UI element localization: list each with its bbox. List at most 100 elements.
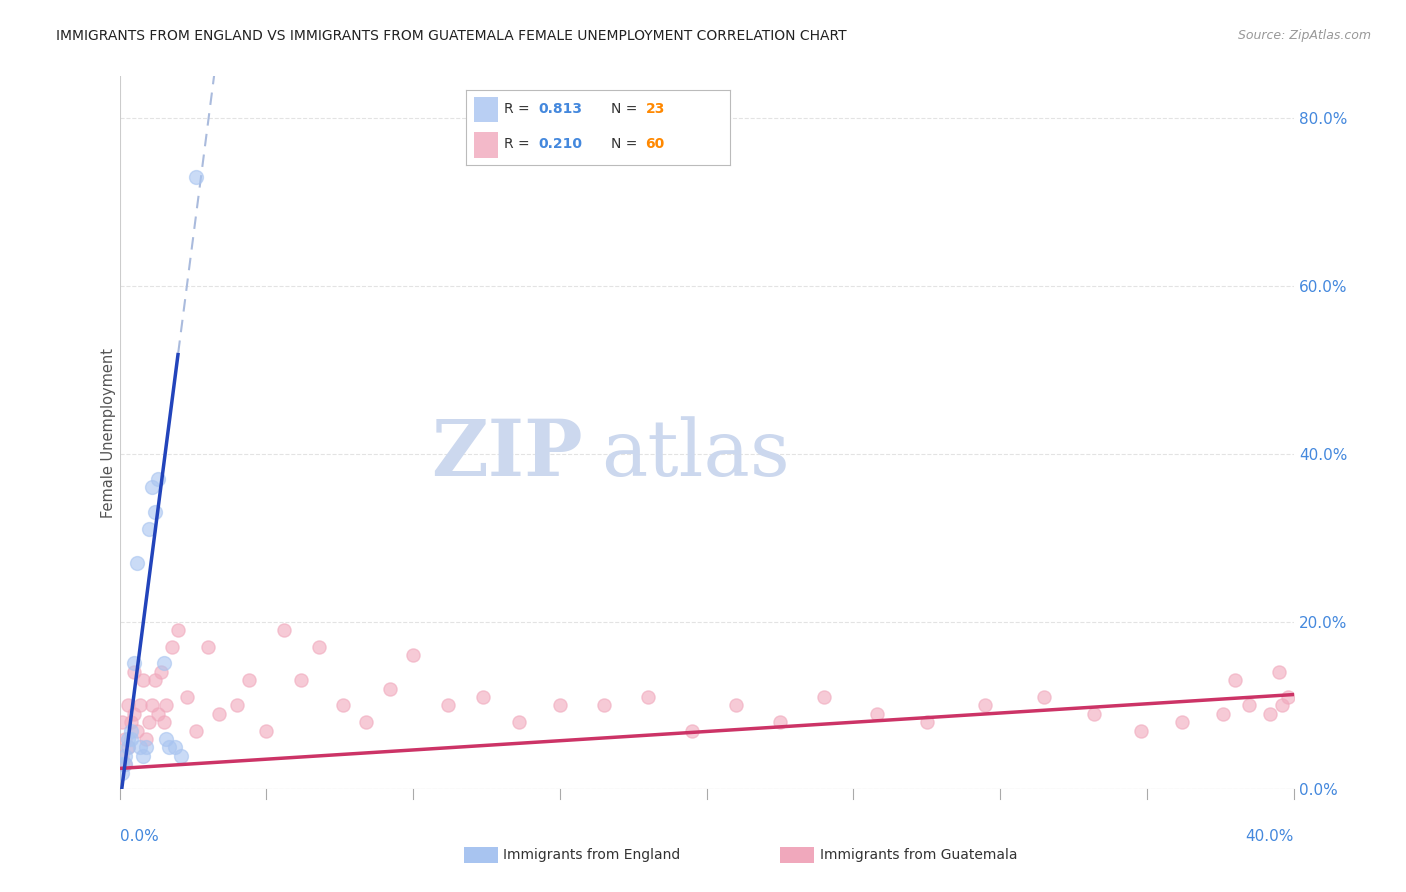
Point: [138, 522, 160, 536]
Point: [332, 698, 354, 713]
Text: IMMIGRANTS FROM ENGLAND VS IMMIGRANTS FROM GUATEMALA FEMALE UNEMPLOYMENT CORRELA: IMMIGRANTS FROM ENGLAND VS IMMIGRANTS FR…: [56, 29, 846, 43]
Point: [117, 740, 139, 755]
Point: [111, 715, 134, 730]
Text: 60: 60: [645, 136, 665, 151]
Point: [273, 623, 295, 637]
Point: [117, 740, 139, 755]
Point: [290, 673, 312, 688]
Point: [184, 723, 207, 738]
Point: [866, 706, 889, 721]
Point: [197, 640, 219, 654]
Text: 0.813: 0.813: [538, 103, 582, 116]
Point: [1129, 723, 1152, 738]
Text: Immigrants from England: Immigrants from England: [503, 848, 681, 863]
Point: [122, 665, 145, 679]
Bar: [474, 97, 498, 122]
Point: [146, 706, 169, 721]
Point: [143, 505, 166, 519]
Point: [129, 740, 152, 755]
Point: [141, 698, 163, 713]
Point: [129, 698, 152, 713]
Bar: [474, 132, 498, 158]
Text: R =: R =: [505, 136, 534, 151]
Point: [114, 757, 136, 772]
Text: 23: 23: [645, 103, 665, 116]
Point: [135, 732, 157, 747]
Point: [1033, 690, 1056, 704]
Point: [1239, 698, 1261, 713]
Point: [1271, 698, 1294, 713]
Text: atlas: atlas: [600, 417, 790, 491]
Point: [1258, 706, 1281, 721]
Point: [238, 673, 260, 688]
Point: [681, 723, 703, 738]
Point: [637, 690, 659, 704]
Point: [114, 732, 136, 747]
Text: 40.0%: 40.0%: [1246, 829, 1294, 844]
Point: [402, 648, 425, 662]
Point: [127, 723, 149, 738]
Y-axis label: Female Unemployment: Female Unemployment: [101, 348, 115, 517]
Point: [127, 556, 149, 570]
Point: [114, 748, 136, 763]
Point: [176, 690, 198, 704]
Text: 0.0%: 0.0%: [120, 829, 159, 844]
Point: [1223, 673, 1246, 688]
Point: [592, 698, 614, 713]
Point: [146, 472, 169, 486]
Point: [114, 757, 136, 772]
Point: [508, 715, 530, 730]
Point: [1268, 665, 1291, 679]
Point: [378, 681, 401, 696]
Text: Source: ZipAtlas.com: Source: ZipAtlas.com: [1237, 29, 1371, 42]
Point: [132, 748, 155, 763]
Text: R =: R =: [505, 103, 534, 116]
Point: [974, 698, 997, 713]
Point: [111, 757, 134, 772]
Point: [184, 169, 207, 184]
Point: [143, 673, 166, 688]
Point: [472, 690, 495, 704]
Point: [149, 665, 172, 679]
Point: [120, 715, 142, 730]
Point: [120, 723, 142, 738]
Point: [120, 732, 142, 747]
Point: [162, 640, 184, 654]
Point: [111, 765, 134, 780]
Point: [308, 640, 330, 654]
Point: [170, 748, 193, 763]
Point: [437, 698, 460, 713]
Point: [915, 715, 938, 730]
Point: [155, 732, 177, 747]
Point: [152, 657, 174, 671]
Point: [1083, 706, 1105, 721]
Point: [117, 732, 139, 747]
Point: [152, 715, 174, 730]
Point: [111, 748, 134, 763]
Text: Immigrants from Guatemala: Immigrants from Guatemala: [820, 848, 1017, 863]
Point: [132, 673, 155, 688]
Point: [548, 698, 571, 713]
Point: [122, 657, 145, 671]
Point: [225, 698, 249, 713]
Point: [724, 698, 747, 713]
Point: [122, 706, 145, 721]
Point: [1212, 706, 1234, 721]
Point: [138, 715, 160, 730]
Text: 0.210: 0.210: [538, 136, 582, 151]
Text: N =: N =: [612, 103, 643, 116]
Point: [117, 698, 139, 713]
Point: [354, 715, 377, 730]
Point: [135, 740, 157, 755]
Text: N =: N =: [612, 136, 643, 151]
Point: [1171, 715, 1194, 730]
Point: [254, 723, 277, 738]
Point: [155, 698, 177, 713]
Point: [167, 623, 190, 637]
Point: [165, 740, 187, 755]
Point: [813, 690, 835, 704]
Point: [157, 740, 180, 755]
Text: ZIP: ZIP: [432, 416, 583, 492]
Point: [769, 715, 792, 730]
Point: [1277, 690, 1299, 704]
